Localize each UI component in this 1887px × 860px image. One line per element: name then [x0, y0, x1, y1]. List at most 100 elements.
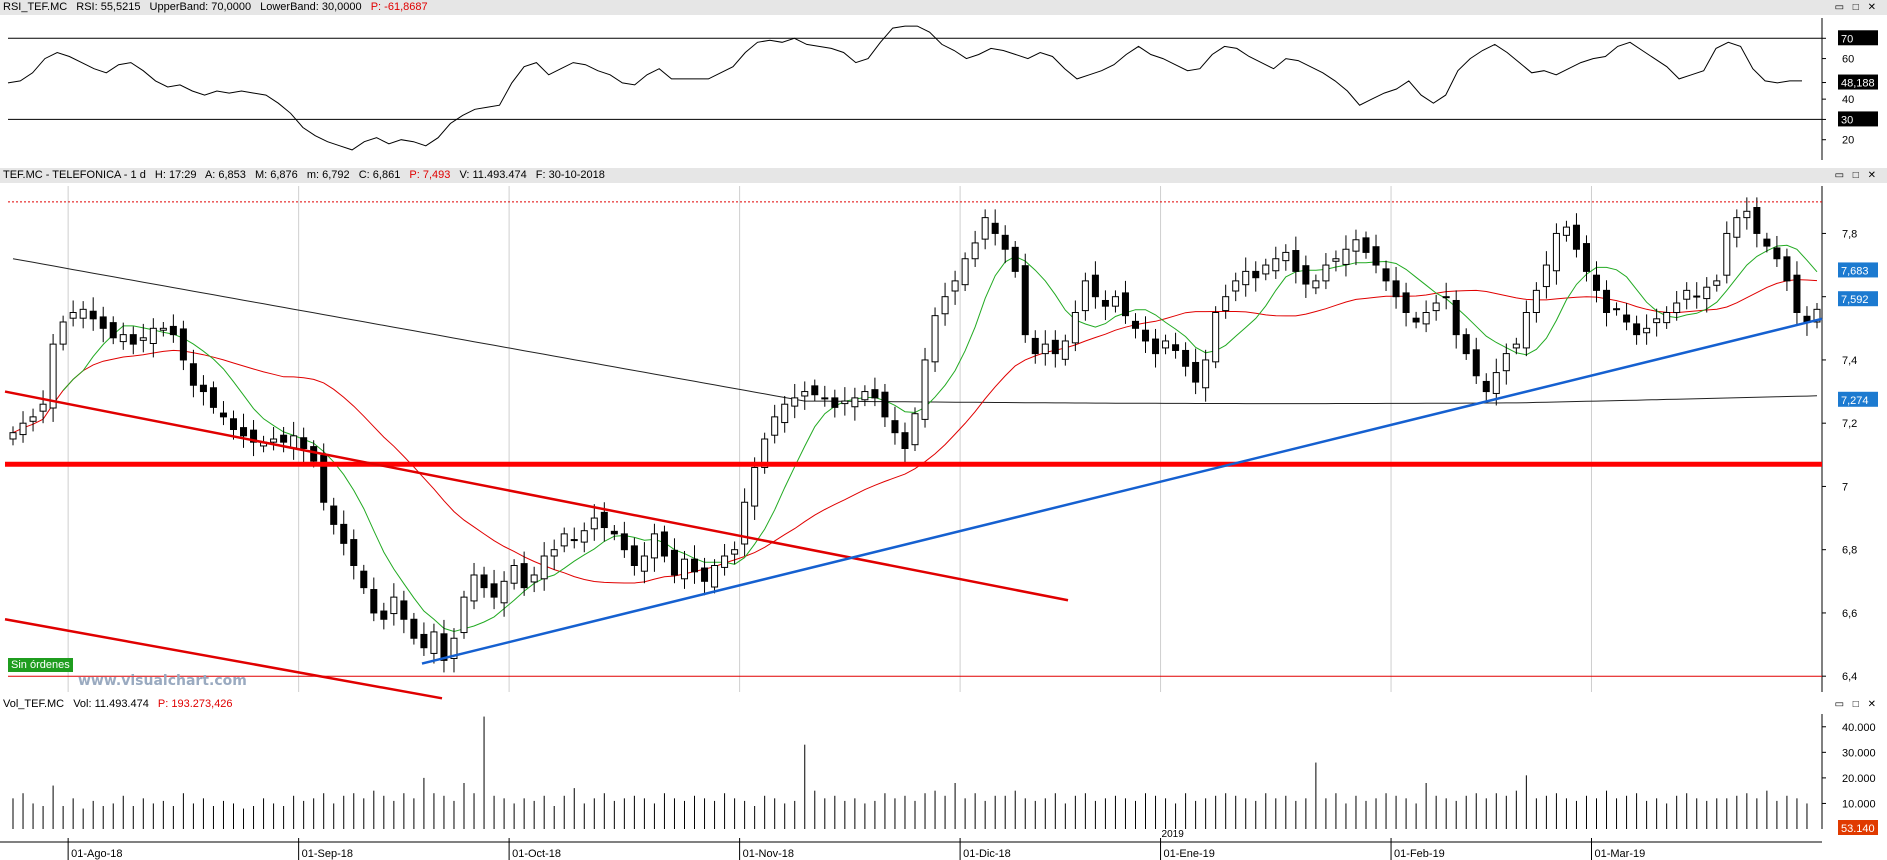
- candle-body: [460, 596, 468, 634]
- candle-body: [1703, 286, 1711, 300]
- candle-body: [1512, 343, 1520, 349]
- volume-pane-header: Vol_TEF.MC Vol: 11.493.474 P: 193.273,42…: [0, 697, 1887, 712]
- volume-window-buttons[interactable]: ▭ □ ✕: [1834, 699, 1879, 710]
- candle-body: [209, 387, 217, 408]
- sin-ordenes-badge[interactable]: Sin órdenes: [8, 658, 73, 672]
- candle-body: [841, 400, 849, 405]
- rsi-tick-label: 40: [1842, 94, 1854, 106]
- rsi-upper-band: UpperBand: 70,0000: [149, 1, 252, 13]
- price-window-buttons[interactable]: ▭ □ ✕: [1834, 170, 1879, 181]
- rsi-window-buttons[interactable]: ▭ □ ✕: [1834, 2, 1879, 13]
- candle-body: [1572, 224, 1580, 250]
- candle-body: [420, 633, 428, 649]
- candle-body: [470, 574, 478, 602]
- candle-body: [360, 570, 368, 589]
- candle-body: [1322, 264, 1330, 282]
- vol-tick-label: 40.000: [1842, 722, 1876, 734]
- candle-body: [1212, 312, 1220, 363]
- price-last-value: 7,274: [1841, 395, 1869, 407]
- candle-body: [1242, 270, 1250, 286]
- candle-body: [300, 437, 308, 449]
- candle-body: [1482, 380, 1490, 393]
- price-tick-label: 6,6: [1842, 608, 1857, 620]
- candle-body: [320, 454, 328, 503]
- candle-body: [741, 501, 749, 545]
- candle-body: [921, 359, 929, 420]
- candle-body: [159, 327, 167, 331]
- candle-body: [39, 403, 47, 412]
- candle-body: [540, 555, 548, 580]
- candle-body: [1142, 329, 1150, 342]
- rsi-pane-header: RSI_TEF.MC RSI: 55,5215 UpperBand: 70,00…: [0, 0, 1887, 15]
- price-tick-label: 6,4: [1842, 671, 1857, 683]
- candle-body: [1532, 289, 1540, 313]
- candle-body: [1202, 359, 1210, 389]
- candle-body: [550, 549, 558, 557]
- candle-body: [1753, 207, 1761, 234]
- candle-body: [1352, 239, 1360, 252]
- candle-body: [701, 567, 709, 582]
- rsi-lower-band: LowerBand: 30,0000: [260, 1, 362, 13]
- candle-body: [1603, 289, 1611, 313]
- price-tick-label: 7: [1842, 481, 1848, 493]
- candle-body: [620, 533, 628, 551]
- candle-body: [179, 328, 187, 361]
- candle-body: [1041, 343, 1049, 355]
- candle-body: [781, 403, 789, 424]
- price-m: M: 6,876: [254, 169, 298, 181]
- rsi-symbol: RSI_TEF.MC: [3, 1, 68, 13]
- candle-body: [680, 558, 688, 580]
- price-symbol: TEF.MC - TELEFONICA - 1 d: [3, 169, 146, 181]
- candle-body: [1743, 210, 1751, 219]
- candle-body: [1412, 317, 1420, 323]
- candle-body: [1693, 295, 1701, 298]
- rsi-last-value-bg: [1838, 74, 1878, 90]
- candle-body: [1713, 280, 1721, 286]
- candle-body: [69, 312, 77, 319]
- candle-body: [610, 530, 618, 535]
- candle-body: [981, 217, 989, 240]
- candle-body: [1653, 318, 1661, 324]
- candle-body: [340, 523, 348, 544]
- candle-body: [1592, 274, 1601, 291]
- candle-body: [1172, 344, 1180, 351]
- candle-body: [1392, 280, 1400, 298]
- vol-p: P: 193.273,426: [157, 698, 233, 710]
- vol-tick-label: 20.000: [1842, 773, 1876, 785]
- candle-body: [1773, 247, 1781, 260]
- candle-body: [1131, 320, 1139, 329]
- candle-body: [731, 549, 739, 555]
- rsi-last-value: 48,188: [1841, 78, 1875, 90]
- candle-body: [1362, 237, 1370, 253]
- candle-body: [600, 511, 608, 529]
- candle-body: [19, 422, 27, 436]
- candle-body: [1562, 226, 1570, 236]
- price-h: H: 17:29: [154, 169, 197, 181]
- candle-body: [1061, 340, 1069, 360]
- candle-body: [670, 549, 678, 576]
- candle-body: [1663, 312, 1671, 324]
- rsi-tick-label: 60: [1842, 54, 1854, 66]
- candle-body: [99, 316, 107, 329]
- candle-body: [530, 574, 538, 583]
- x-axis-label: 01-Feb-19: [1394, 848, 1445, 860]
- candle-body: [1813, 308, 1821, 323]
- candle-body: [310, 446, 318, 462]
- rsi-pane: 20 30 40 48,188 60 70: [7, 18, 1878, 160]
- candle-body: [250, 429, 258, 443]
- candle-body: [1673, 302, 1681, 314]
- candle-body: [270, 438, 278, 443]
- candle-body: [1402, 292, 1410, 313]
- candle-body: [811, 385, 819, 396]
- candle-body: [1633, 323, 1641, 336]
- price-last-value-bg: [1838, 291, 1878, 307]
- rsi-band-label-70: 70: [1841, 33, 1853, 45]
- x-axis-label: 01-Oct-18: [512, 848, 561, 860]
- candle-body: [290, 435, 298, 449]
- price-tick-label: 6,8: [1842, 545, 1857, 557]
- candle-body: [390, 596, 398, 615]
- candle-body: [1192, 361, 1200, 383]
- candle-body: [1492, 372, 1500, 394]
- candle-body: [9, 432, 17, 440]
- candle-body: [931, 315, 939, 363]
